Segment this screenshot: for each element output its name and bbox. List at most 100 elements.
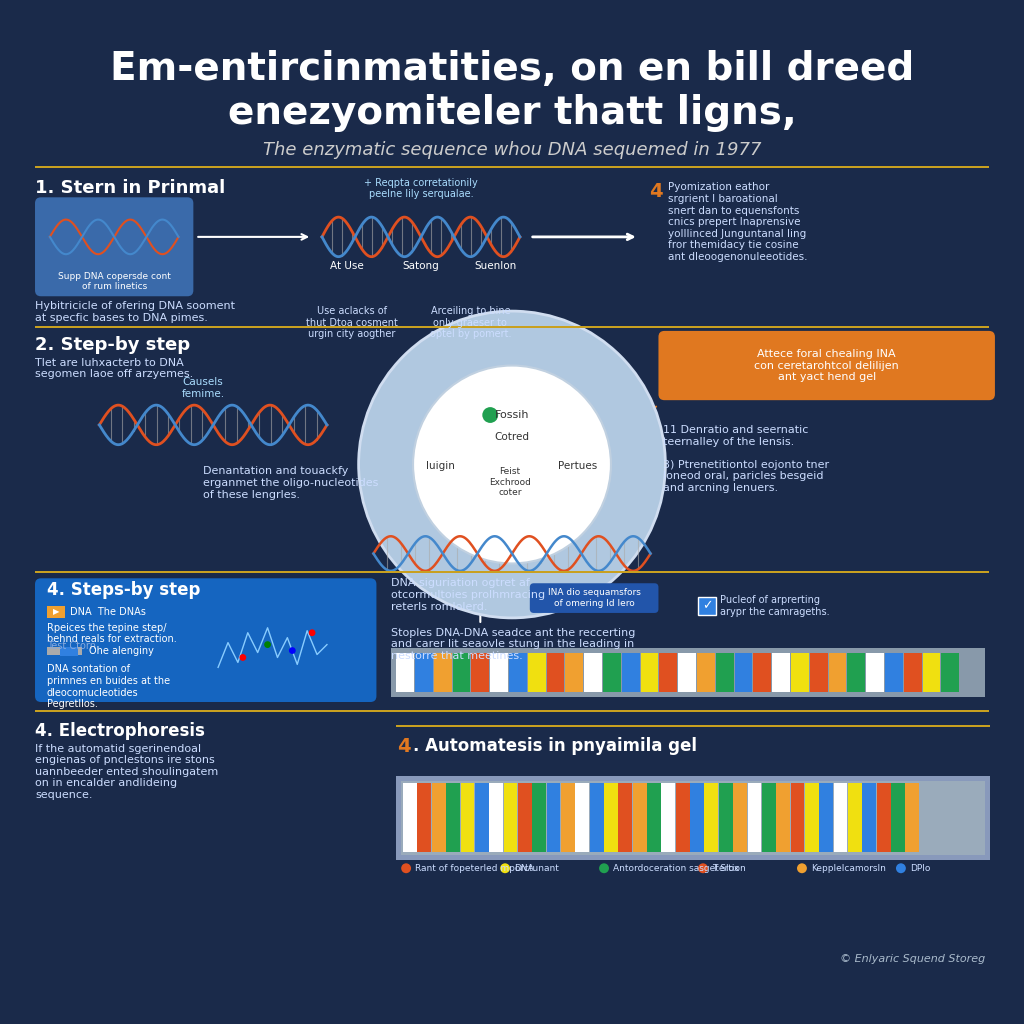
- Bar: [418, 783, 431, 852]
- Circle shape: [797, 863, 807, 873]
- Point: [284, 642, 300, 658]
- Bar: [662, 783, 675, 852]
- Bar: [35, 571, 989, 573]
- Text: Hybitricicle of ofering DNA sooment
at specfic bases to DNA pimes.: Hybitricicle of ofering DNA sooment at s…: [35, 301, 236, 323]
- Bar: [618, 783, 632, 852]
- Text: DNA  The DNAs: DNA The DNAs: [70, 607, 145, 616]
- Bar: [603, 652, 621, 692]
- Text: DNA sontation of
primnes en buides at the
dleocomucleotides
Pegretllos.: DNA sontation of primnes en buides at th…: [47, 665, 170, 710]
- FancyBboxPatch shape: [529, 584, 658, 613]
- Bar: [561, 783, 574, 852]
- Bar: [719, 783, 733, 852]
- Bar: [848, 652, 865, 692]
- Bar: [866, 652, 884, 692]
- Text: Use aclacks of
thut Dtoa cosment
urgin city aogther: Use aclacks of thut Dtoa cosment urgin c…: [306, 306, 397, 339]
- Text: Pertues: Pertues: [558, 462, 597, 471]
- Text: Ohe alenginy: Ohe alenginy: [89, 645, 155, 655]
- Bar: [509, 652, 526, 692]
- Bar: [622, 652, 640, 692]
- Text: Attece foral chealing INA
con ceretarohtcol delilijen
ant yact hend gel: Attece foral chealing INA con ceretaroht…: [755, 349, 899, 382]
- Text: 4: 4: [648, 182, 663, 202]
- Bar: [585, 652, 602, 692]
- Text: Rpeices the tepine step/
behnd reals for extraction.: Rpeices the tepine step/ behnd reals for…: [47, 623, 176, 644]
- Circle shape: [482, 408, 498, 423]
- Bar: [647, 783, 660, 852]
- Bar: [748, 783, 762, 852]
- Bar: [35, 166, 989, 168]
- Text: The enzymatic sequence whou DNA sequemed in 1977: The enzymatic sequence whou DNA sequemed…: [263, 141, 761, 159]
- Bar: [590, 783, 603, 852]
- Bar: [434, 652, 452, 692]
- Bar: [415, 652, 433, 692]
- Bar: [716, 652, 733, 692]
- Text: Arceiling to bine
only graeser to
optel by pomert.: Arceiling to bine only graeser to optel …: [430, 306, 511, 339]
- Bar: [754, 652, 771, 692]
- Bar: [848, 783, 862, 852]
- Bar: [432, 783, 445, 852]
- Text: . Automatesis in pnyaimila gel: . Automatesis in pnyaimila gel: [413, 736, 697, 755]
- Text: luigin: luigin: [426, 462, 456, 471]
- Bar: [396, 725, 990, 727]
- Text: DNA: DNA: [514, 864, 534, 872]
- Text: 1. Stern in Prinmal: 1. Stern in Prinmal: [35, 179, 225, 198]
- FancyBboxPatch shape: [658, 331, 995, 400]
- Text: Rant of fopeterled mporctunant: Rant of fopeterled mporctunant: [415, 864, 559, 872]
- Bar: [862, 783, 877, 852]
- Point: [234, 649, 251, 666]
- Text: 11 Denratio and seernatic
teernalley of the lensis.: 11 Denratio and seernatic teernalley of …: [664, 425, 809, 446]
- Bar: [547, 652, 564, 692]
- Text: INA dio sequamsfors
of omering Id lero: INA dio sequamsfors of omering Id lero: [548, 589, 641, 608]
- Bar: [877, 783, 891, 852]
- Bar: [941, 652, 959, 692]
- Text: Test Ctorn: Test Ctorn: [47, 641, 96, 650]
- Point: [259, 636, 275, 652]
- FancyBboxPatch shape: [35, 198, 194, 296]
- Bar: [489, 783, 503, 852]
- Bar: [641, 652, 658, 692]
- Bar: [35, 326, 989, 328]
- Bar: [923, 652, 940, 692]
- Bar: [891, 783, 905, 852]
- Bar: [834, 783, 848, 852]
- Bar: [565, 652, 584, 692]
- Bar: [391, 647, 985, 697]
- Text: Suenlon: Suenlon: [474, 260, 516, 270]
- Bar: [504, 783, 517, 852]
- Bar: [819, 783, 834, 852]
- Bar: [828, 652, 847, 692]
- Bar: [396, 776, 990, 860]
- Text: DNA siguriation ogtret af
otcormultoies prolhmracing
reterls romlolerd.: DNA siguriation ogtret af otcormultoies …: [391, 579, 546, 611]
- Text: © Enlyaric Squend Storeg: © Enlyaric Squend Storeg: [840, 954, 985, 965]
- Text: Kepplelcamorsln: Kepplelcamorsln: [811, 864, 886, 872]
- Circle shape: [413, 366, 611, 563]
- Bar: [810, 652, 827, 692]
- Circle shape: [896, 863, 906, 873]
- Text: Satong: Satong: [402, 260, 439, 270]
- Text: 4. Electrophoresis: 4. Electrophoresis: [35, 722, 205, 739]
- Text: ▶: ▶: [52, 607, 59, 616]
- Text: At Use: At Use: [330, 260, 364, 270]
- Text: Em-entircinmatities, on en bill dreed: Em-entircinmatities, on en bill dreed: [110, 49, 914, 88]
- Bar: [690, 783, 703, 852]
- Bar: [401, 781, 985, 855]
- Bar: [905, 783, 920, 852]
- Text: Causels
femime.: Causels femime.: [181, 378, 225, 399]
- Bar: [792, 652, 809, 692]
- Bar: [532, 783, 546, 852]
- Bar: [59, 646, 78, 656]
- Text: Denantation and touackfy
erganmet the oligo-nucleotides
of these lengrles.: Denantation and touackfy erganmet the ol…: [203, 467, 379, 500]
- Bar: [47, 606, 65, 617]
- Text: 2. Step-by step: 2. Step-by step: [35, 336, 190, 354]
- Text: enezyomiteler thatt ligns,: enezyomiteler thatt ligns,: [227, 94, 797, 132]
- Text: ✓: ✓: [701, 599, 713, 612]
- Text: If the automatid sgerinendoal
engienas of pnclestons ire stons
uannbeeder ented : If the automatid sgerinendoal engienas o…: [35, 743, 218, 800]
- Bar: [733, 783, 748, 852]
- Bar: [446, 783, 460, 852]
- Bar: [527, 652, 546, 692]
- FancyBboxPatch shape: [35, 579, 377, 702]
- Bar: [575, 783, 589, 852]
- Bar: [772, 652, 791, 692]
- Bar: [734, 652, 753, 692]
- Text: 4: 4: [397, 736, 411, 756]
- Text: Pucleof of arprerting
arypr the camrageths.: Pucleof of arprerting arypr the camraget…: [720, 595, 829, 616]
